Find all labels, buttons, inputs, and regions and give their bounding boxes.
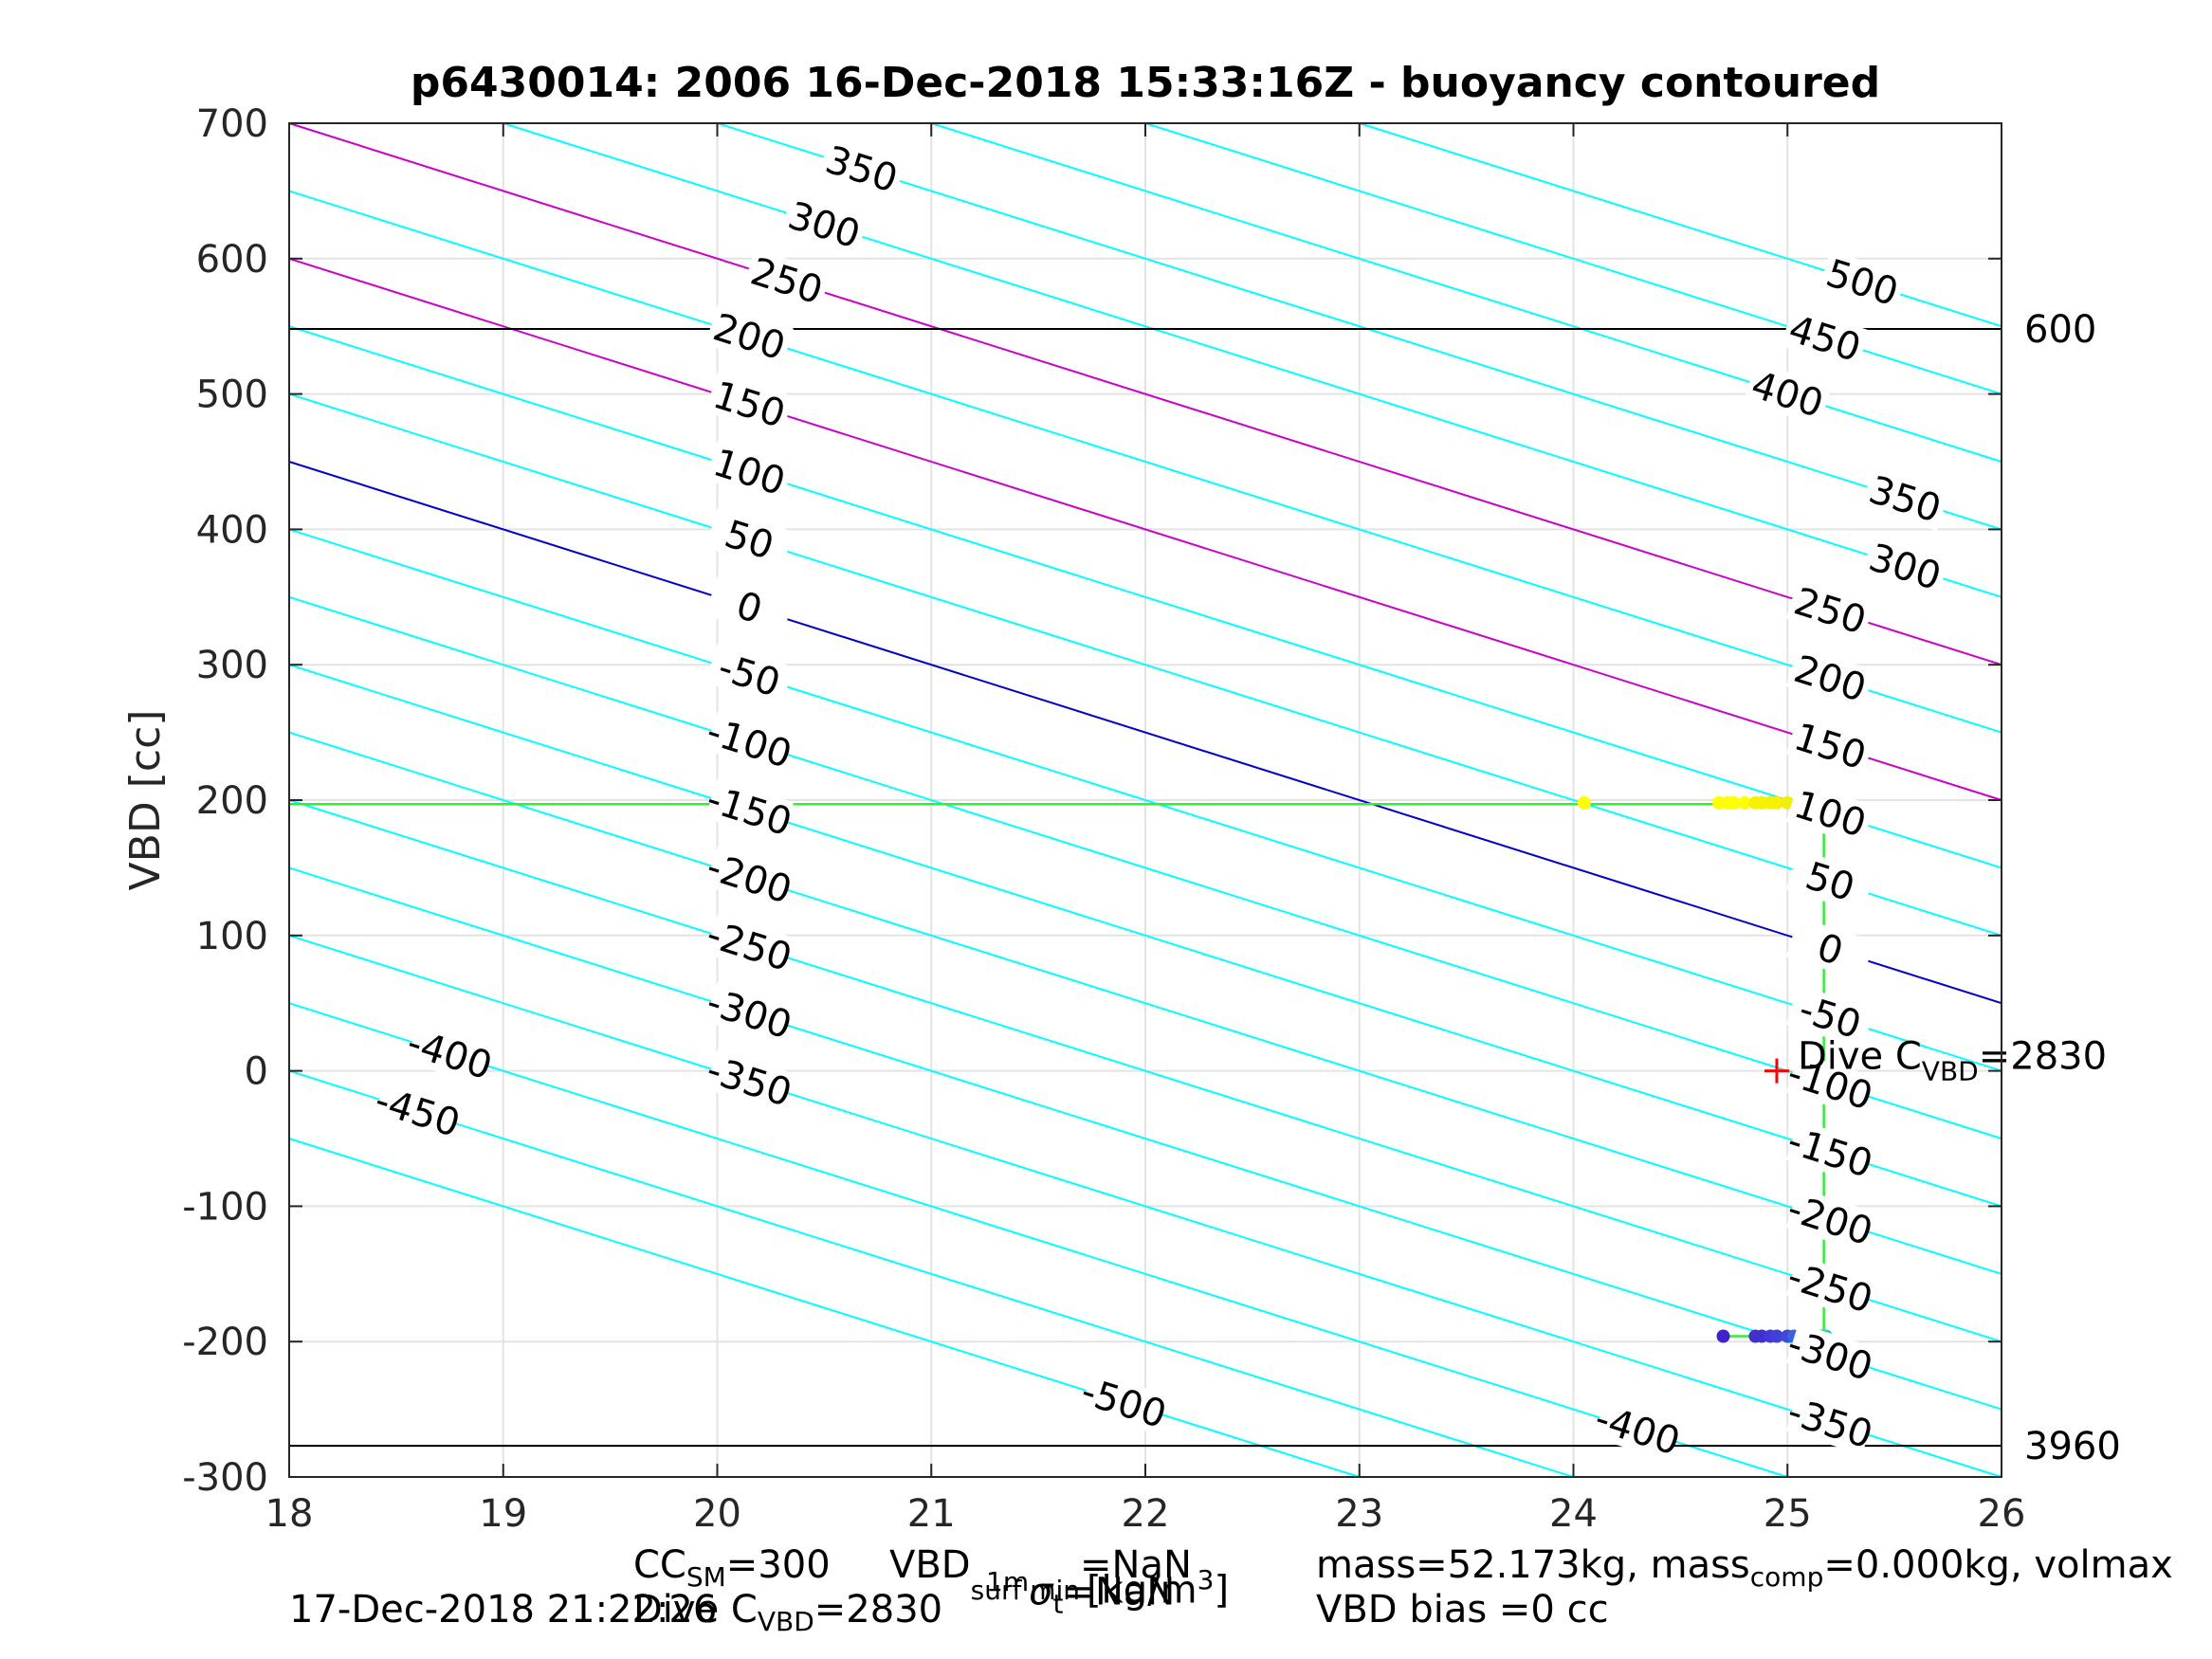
x-tick-label: 26 [1978, 1492, 2026, 1536]
contour-line [288, 461, 2002, 1005]
contour-line [717, 122, 2002, 531]
contour-label-bg [704, 846, 795, 910]
contour-label-bg [704, 372, 795, 436]
contour-label-bg [742, 248, 832, 313]
contour-line [288, 325, 2002, 869]
contour-label-bg [1785, 781, 1875, 846]
data-point [1769, 1329, 1783, 1343]
x-tick-label: 25 [1764, 1492, 1812, 1536]
contour-line [288, 257, 2002, 801]
contour-label-bg [1785, 646, 1875, 711]
reference-line-label: 600 [2024, 308, 2096, 352]
contour-label-bg [1785, 984, 1875, 1049]
contour-label-bg [779, 192, 869, 257]
contour-line [288, 392, 2002, 937]
y-tick-label: 600 [196, 238, 268, 282]
contour-label-bg [704, 440, 795, 504]
y-tick-label: 100 [196, 915, 268, 958]
contour-label-bg [1593, 1397, 1682, 1462]
contour-label-bg [704, 643, 795, 707]
contour-label-bg [1743, 361, 1832, 427]
contour-label-bg [1785, 1322, 1875, 1388]
x-tick-label: 22 [1122, 1492, 1170, 1536]
contour-label-bg [1785, 714, 1875, 778]
contour-label-bg [704, 710, 795, 775]
contour-label-bg [1785, 1188, 1875, 1252]
contour-label-bg [817, 137, 906, 201]
data-point [1769, 795, 1783, 810]
data-point [1577, 795, 1591, 810]
contour-label-bg [373, 1079, 463, 1144]
contour-line [503, 122, 2002, 598]
contour-line [288, 1002, 1788, 1478]
contour-line [288, 122, 2002, 666]
x-tick-label: 21 [907, 1492, 956, 1536]
contour-label-bg [1860, 535, 1950, 599]
contour-line [288, 595, 2002, 1139]
y-axis-label: VBD [cc] [121, 710, 170, 891]
data-point [1727, 795, 1741, 810]
contour-label-bg [405, 1022, 494, 1086]
y-tick-label: 300 [196, 644, 268, 687]
contour-line [288, 1138, 1361, 1478]
y-tick-label: -200 [182, 1321, 268, 1364]
contour-line [288, 799, 2002, 1343]
y-tick-label: 0 [245, 1050, 268, 1094]
contour-label-bg [704, 1048, 795, 1113]
y-tick-label: 500 [196, 374, 268, 417]
x-tick-label: 20 [693, 1492, 741, 1536]
contour-lines [288, 122, 2002, 1478]
contour-label-bg [704, 981, 795, 1046]
y-tick-label: 700 [196, 102, 268, 146]
y-tick-label: -100 [182, 1185, 268, 1229]
y-tick-label: 400 [196, 508, 268, 552]
contour-label-bg [1785, 1120, 1875, 1184]
contour-label-bg [704, 304, 795, 369]
contour-line [288, 190, 2002, 734]
contour-line [288, 866, 2002, 1411]
contour-label-bg [704, 507, 795, 572]
contour-labels: 350300250200150100500-50-100-150-200-250… [370, 137, 1950, 1465]
contour-label-bg [704, 913, 795, 978]
y-tick-label: 200 [196, 779, 268, 823]
contour-line [288, 1069, 1574, 1478]
contour-label-bg [1785, 1255, 1875, 1320]
chart-title: p6430014: 2006 16-Dec-2018 15:33:16Z - b… [411, 59, 1880, 107]
contour-label-bg [1781, 306, 1870, 371]
x-tick-label: 19 [479, 1492, 527, 1536]
contour-label-bg [704, 574, 795, 640]
contour-label-bg [1860, 466, 1950, 531]
contour-label-bg [1079, 1370, 1169, 1435]
reference-lines: 600 3960 [289, 308, 2121, 1468]
contour-line [288, 934, 2002, 1478]
contour-label-bg [1785, 1052, 1875, 1117]
contour-line [288, 528, 2002, 1072]
x-tick-label: 18 [265, 1492, 314, 1536]
data-point [1781, 795, 1795, 810]
contour-label-bg [704, 778, 795, 843]
axes: 18 19 20 21 22 23 24 25 26 -300 -200 -100 0 100 200 300… [182, 102, 2025, 1536]
contour-label-bg [1785, 917, 1875, 981]
contour-line [288, 664, 2002, 1208]
contour-label-bg [1785, 849, 1875, 914]
x-tick-label: 23 [1335, 1492, 1383, 1536]
contour-label-bg [1785, 578, 1875, 643]
x-tick-label: 24 [1549, 1492, 1598, 1536]
data-point [1716, 1329, 1730, 1343]
data-point [1738, 795, 1752, 810]
reference-line-label: 3960 [2024, 1425, 2121, 1468]
contour-line [288, 731, 2002, 1275]
contour-label-bg [1785, 1391, 1875, 1455]
y-tick-label: -300 [182, 1456, 268, 1500]
contour-label-bg [1818, 250, 1907, 315]
